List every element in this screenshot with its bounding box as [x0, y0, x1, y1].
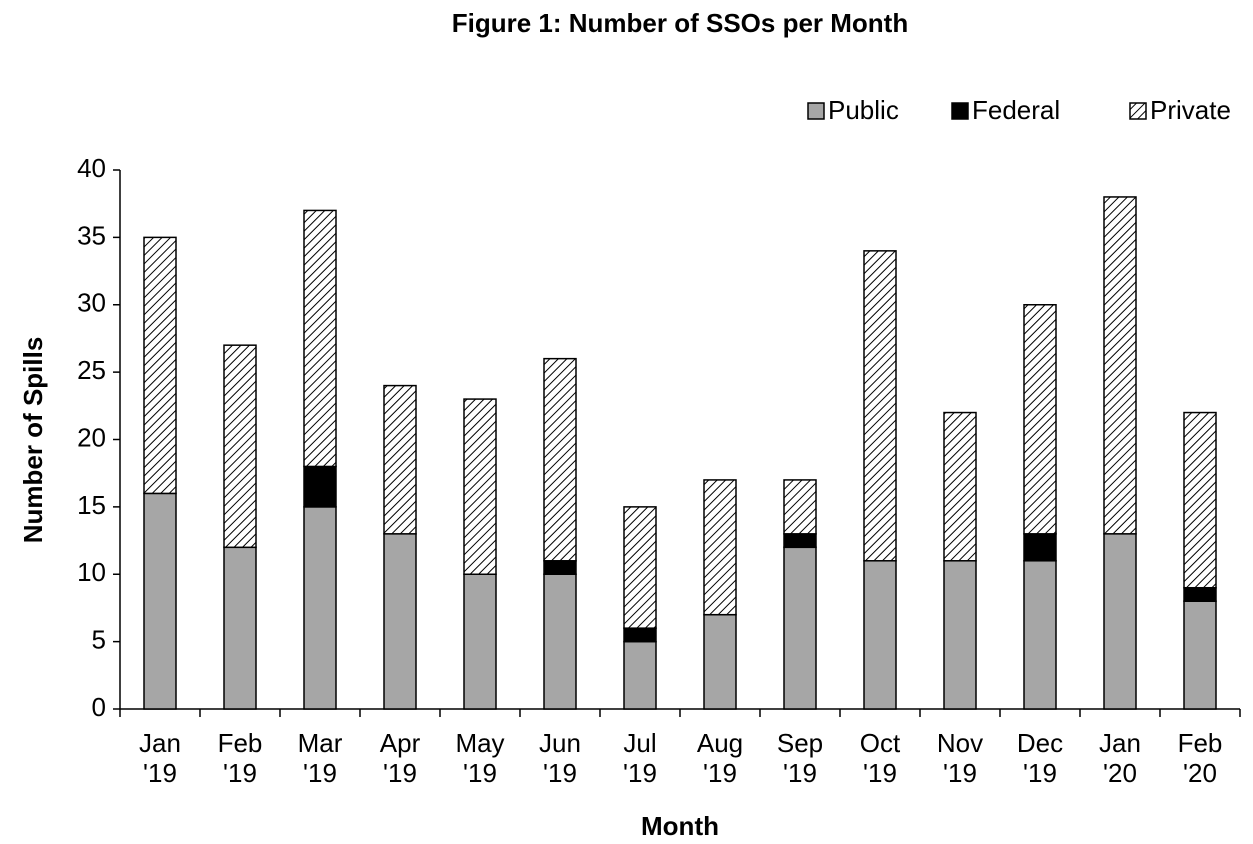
- legend-swatch: [807, 102, 825, 120]
- bar-segment: [223, 344, 257, 549]
- x-tick-label: May '19: [455, 728, 505, 788]
- bar-segment: [463, 573, 497, 710]
- bar-segment: [1183, 411, 1217, 589]
- bar-segment: [783, 546, 817, 710]
- bar-segment: [863, 560, 897, 710]
- bar-segment: [1103, 196, 1137, 535]
- chart-title: Figure 1: Number of SSOs per Month: [452, 8, 908, 38]
- x-tick-label: Aug '19: [696, 728, 744, 788]
- x-tick-label: Oct '19: [859, 728, 901, 788]
- bar-segment: [543, 573, 577, 710]
- legend-label: Federal: [972, 95, 1060, 125]
- bar-segment: [623, 640, 657, 710]
- legend-label: Public: [828, 95, 899, 125]
- bar-segment: [943, 560, 977, 710]
- bar-segment: [703, 479, 737, 616]
- bar-segment: [143, 492, 177, 710]
- bar-segment: [463, 398, 497, 576]
- x-tick-label: Jun '19: [539, 728, 581, 788]
- bar-segment: [1183, 586, 1217, 602]
- legend-label: Private: [1150, 95, 1231, 125]
- y-tick-label: 20: [77, 422, 106, 452]
- y-tick-label: 15: [77, 490, 106, 520]
- y-axis-title: Number of Spills: [18, 337, 48, 544]
- y-tick-label: 40: [77, 153, 106, 183]
- bar-segment: [623, 627, 657, 643]
- x-tick-label: Jan '19: [139, 728, 181, 788]
- x-axis-title: Month: [641, 811, 719, 841]
- bar-segment: [383, 533, 417, 710]
- x-tick-label: Feb '19: [217, 728, 263, 788]
- bar-segment: [1023, 560, 1057, 710]
- y-tick-label: 5: [92, 625, 106, 655]
- bar-segment: [1103, 533, 1137, 710]
- x-tick-label: Apr '19: [379, 728, 421, 788]
- x-tick-label: Jan '20: [1099, 728, 1141, 788]
- x-tick-label: Mar '19: [297, 728, 343, 788]
- bar-segment: [303, 465, 337, 508]
- bar-segment: [223, 546, 257, 710]
- bar-segment: [783, 479, 817, 535]
- bar-segment: [543, 560, 577, 576]
- y-tick-label: 0: [92, 692, 106, 722]
- bar-segment: [143, 236, 177, 495]
- bar-segment: [863, 250, 897, 562]
- bar-segment: [703, 613, 737, 710]
- y-tick-label: 10: [77, 557, 106, 587]
- bar-segment: [303, 506, 337, 710]
- legend-swatch: [1129, 102, 1147, 120]
- bar-segment: [1023, 533, 1057, 562]
- bar-segment: [1023, 304, 1057, 535]
- bar-segment: [1183, 600, 1217, 710]
- bar-segment: [943, 411, 977, 562]
- bar-segment: [383, 384, 417, 535]
- x-tick-label: Nov '19: [936, 728, 984, 788]
- x-tick-label: Jul '19: [623, 728, 657, 788]
- x-tick-label: Dec '19: [1016, 728, 1064, 788]
- y-tick-label: 35: [77, 220, 106, 250]
- bar-segment: [783, 533, 817, 549]
- x-tick-label: Sep '19: [776, 728, 824, 788]
- bar-segment: [623, 506, 657, 629]
- legend-swatch: [951, 102, 969, 120]
- y-tick-label: 25: [77, 355, 106, 385]
- bar-segment: [543, 357, 577, 562]
- bar-segment: [303, 209, 337, 468]
- x-tick-label: Feb '20: [1177, 728, 1223, 788]
- y-tick-label: 30: [77, 288, 106, 318]
